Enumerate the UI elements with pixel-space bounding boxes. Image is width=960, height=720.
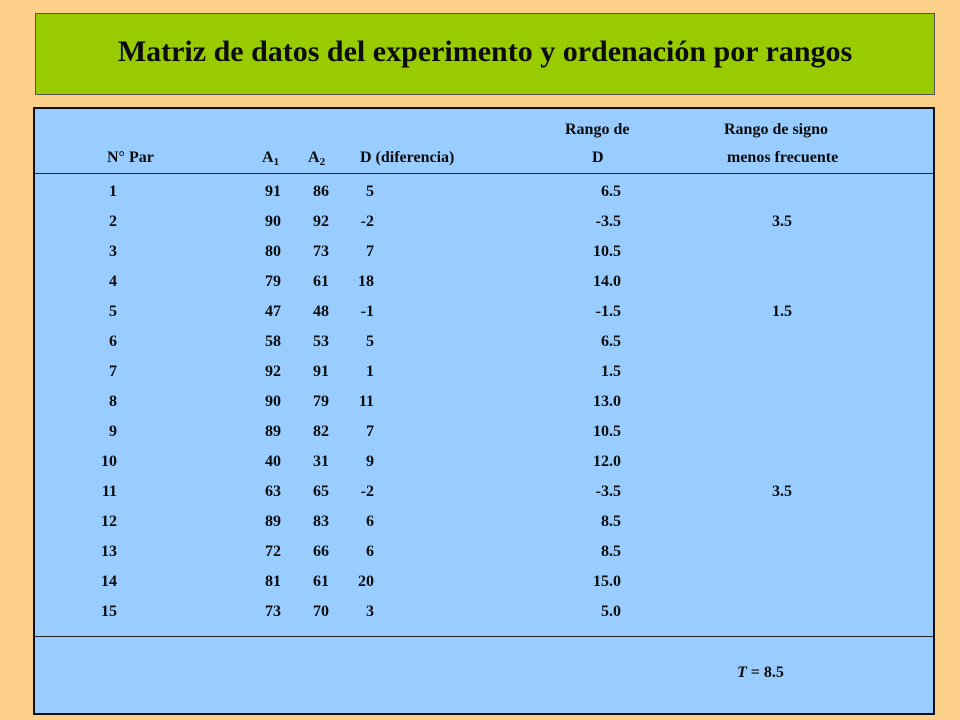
header-signo-line2: menos frecuente [727, 149, 839, 166]
cell-par: 15 [101, 603, 117, 620]
cell-signo: 3.5 [772, 213, 792, 230]
cell-a2: 70 [313, 603, 329, 620]
cell-a1: 58 [265, 333, 281, 350]
header-divider [35, 173, 933, 174]
cell-par: 9 [109, 423, 117, 440]
cell-rango: -1.5 [595, 303, 621, 320]
cell-par: 4 [109, 273, 117, 290]
cell-rango: -3.5 [595, 213, 621, 230]
cell-par: 8 [109, 393, 117, 410]
cell-a2: 66 [313, 543, 329, 560]
cell-a2: 31 [313, 453, 329, 470]
cell-signo: 3.5 [772, 483, 792, 500]
cell-diferencia: 5 [366, 333, 374, 350]
title-box: Matriz de datos del experimento y ordena… [35, 13, 935, 95]
cell-diferencia: 3 [366, 603, 374, 620]
cell-par: 2 [109, 213, 117, 230]
cell-rango: 14.0 [593, 273, 621, 290]
header-a1: A1 [262, 149, 280, 168]
cell-par: 13 [101, 543, 117, 560]
cell-rango: 8.5 [601, 543, 621, 560]
cell-signo: 1.5 [772, 303, 792, 320]
cell-rango: 15.0 [593, 573, 621, 590]
cell-a2: 53 [313, 333, 329, 350]
cell-par: 10 [101, 453, 117, 470]
cell-diferencia: 9 [366, 453, 374, 470]
data-table: N° Par A1 A2 D (diferencia) Rango de D R… [33, 107, 935, 715]
cell-par: 12 [101, 513, 117, 530]
cell-rango: 1.5 [601, 363, 621, 380]
cell-a1: 72 [265, 543, 281, 560]
cell-a2: 91 [313, 363, 329, 380]
cell-a2: 61 [313, 273, 329, 290]
cell-diferencia: 6 [366, 513, 374, 530]
header-diferencia: D (diferencia) [360, 149, 455, 166]
cell-diferencia: 7 [366, 423, 374, 440]
cell-rango: -3.5 [595, 483, 621, 500]
cell-a1: 47 [265, 303, 281, 320]
header-par: N° Par [107, 149, 154, 166]
cell-a1: 92 [265, 363, 281, 380]
cell-diferencia: 18 [358, 273, 374, 290]
cell-a1: 90 [265, 393, 281, 410]
cell-a2: 82 [313, 423, 329, 440]
cell-par: 14 [101, 573, 117, 590]
cell-diferencia: 7 [366, 243, 374, 260]
cell-a2: 83 [313, 513, 329, 530]
cell-rango: 10.5 [593, 243, 621, 260]
cell-par: 6 [109, 333, 117, 350]
cell-diferencia: 20 [358, 573, 374, 590]
header-a2: A2 [308, 149, 326, 168]
cell-a1: 89 [265, 423, 281, 440]
cell-a1: 73 [265, 603, 281, 620]
cell-a1: 80 [265, 243, 281, 260]
header-rango-line1: Rango de [565, 121, 630, 138]
cell-diferencia: 11 [358, 393, 374, 410]
cell-a1: 90 [265, 213, 281, 230]
footer-divider [35, 636, 933, 637]
header-signo-line1: Rango de signo [724, 121, 829, 138]
cell-a1: 40 [265, 453, 281, 470]
cell-rango: 5.0 [601, 603, 621, 620]
cell-rango: 12.0 [593, 453, 621, 470]
cell-par: 3 [109, 243, 117, 260]
cell-a2: 86 [313, 183, 329, 200]
cell-a2: 79 [313, 393, 329, 410]
cell-a1: 79 [265, 273, 281, 290]
cell-rango: 6.5 [601, 183, 621, 200]
cell-a2: 92 [313, 213, 329, 230]
cell-diferencia: 1 [366, 363, 374, 380]
cell-rango: 10.5 [593, 423, 621, 440]
cell-diferencia: -2 [360, 213, 374, 230]
cell-a1: 81 [265, 573, 281, 590]
cell-a2: 73 [313, 243, 329, 260]
t-statistic: T = 8.5 [737, 664, 784, 681]
cell-diferencia: 6 [366, 543, 374, 560]
cell-par: 7 [109, 363, 117, 380]
cell-par: 11 [101, 483, 117, 500]
cell-diferencia: -1 [360, 303, 374, 320]
cell-par: 1 [109, 183, 117, 200]
cell-a1: 63 [265, 483, 281, 500]
cell-diferencia: 5 [366, 183, 374, 200]
header-rango-line2: D [592, 149, 604, 166]
cell-par: 5 [109, 303, 117, 320]
cell-a2: 61 [313, 573, 329, 590]
cell-a1: 91 [265, 183, 281, 200]
cell-a2: 48 [313, 303, 329, 320]
cell-rango: 8.5 [601, 513, 621, 530]
slide-title: Matriz de datos del experimento y ordena… [117, 35, 853, 68]
cell-diferencia: -2 [360, 483, 374, 500]
cell-rango: 6.5 [601, 333, 621, 350]
cell-a2: 65 [313, 483, 329, 500]
cell-rango: 13.0 [593, 393, 621, 410]
cell-a1: 89 [265, 513, 281, 530]
